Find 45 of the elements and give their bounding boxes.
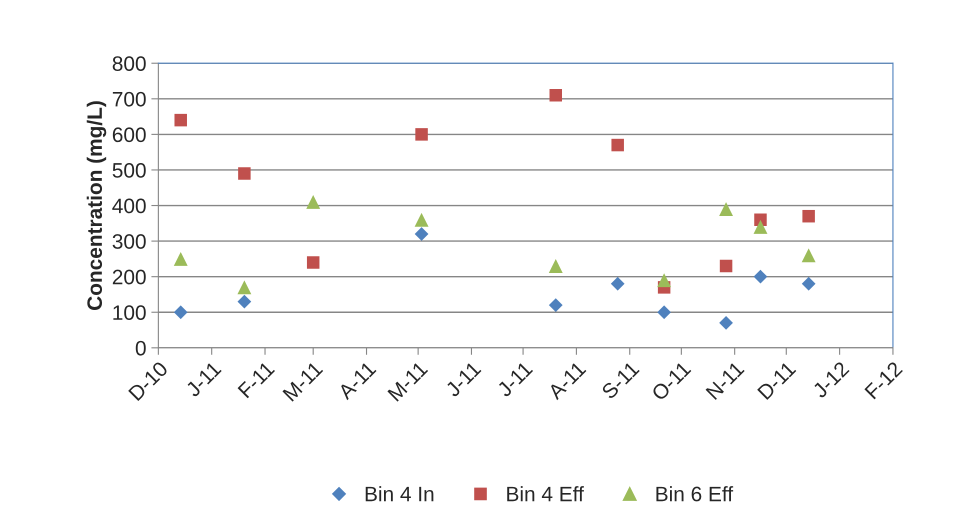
point <box>754 220 768 234</box>
point <box>719 202 734 216</box>
point <box>237 280 252 294</box>
y-tick-label: 700 <box>112 92 146 107</box>
point <box>174 252 188 266</box>
x-tick-label: F-11 <box>238 360 275 398</box>
legend-label: Bin 4 In <box>366 486 434 502</box>
point <box>414 212 429 227</box>
point <box>548 259 563 273</box>
y-tick-label: 300 <box>112 234 146 249</box>
point <box>657 305 672 320</box>
y-tick-label: 600 <box>112 127 146 142</box>
y-tick-label: 100 <box>113 305 146 320</box>
y-tick-label: 400 <box>112 198 146 214</box>
point <box>802 248 816 262</box>
y-tick-label: 500 <box>112 162 146 178</box>
y-axis-title: Concentration (mg/L) <box>86 101 106 310</box>
point <box>657 273 672 288</box>
point <box>610 276 625 291</box>
point <box>414 227 428 241</box>
point <box>174 305 188 320</box>
point <box>174 114 187 126</box>
point <box>550 89 562 102</box>
point <box>719 316 733 330</box>
point <box>548 298 563 312</box>
point <box>611 138 624 152</box>
y-tick-label: 0 <box>136 340 146 356</box>
point <box>306 195 320 209</box>
x-tick-label: J-12 <box>812 360 850 399</box>
point <box>306 256 320 269</box>
point <box>754 270 768 284</box>
point <box>415 128 428 141</box>
legend-label: Bin 6 Eff <box>656 486 734 502</box>
legend-label: Bin 4 Eff <box>507 486 584 502</box>
point <box>720 260 732 272</box>
y-tick-label: 200 <box>112 270 146 284</box>
x-tick-label: J-11 <box>444 360 482 398</box>
point <box>238 167 251 180</box>
x-tick-label: J-11 <box>184 360 222 398</box>
x-tick-label: S-11 <box>600 360 640 400</box>
point <box>802 210 815 222</box>
y-tick-label: 800 <box>112 56 146 71</box>
point <box>238 294 252 308</box>
point <box>802 276 816 291</box>
x-tick-label: J-11 <box>496 360 534 398</box>
